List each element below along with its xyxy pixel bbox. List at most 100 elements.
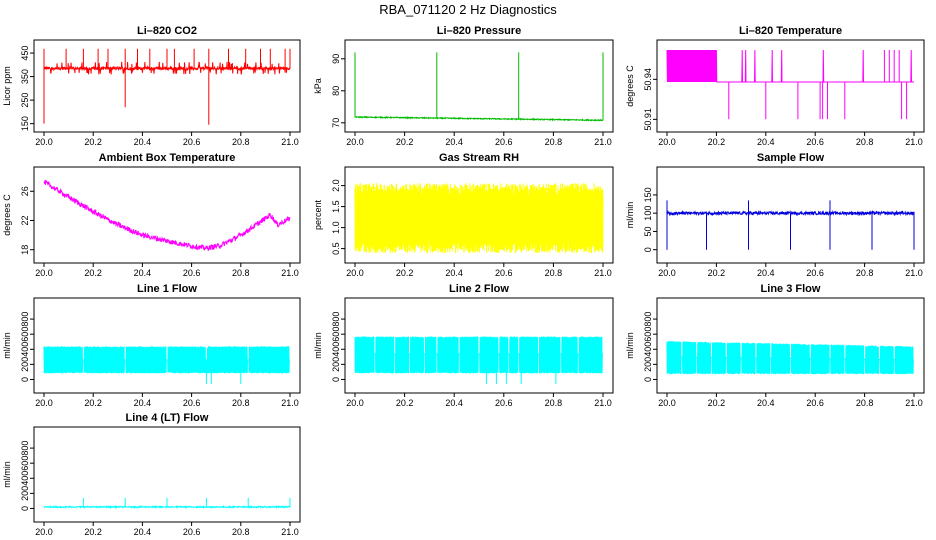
x-tick-label: 20.2 <box>708 268 726 278</box>
x-tick-label: 20.2 <box>84 527 102 537</box>
x-tick-label: 20.6 <box>495 137 513 147</box>
x-axis: 20.0 20.2 20.4 20.6 20.8 21.0 <box>35 392 299 408</box>
x-tick-label: 20.2 <box>708 398 726 408</box>
x-tick-label: 20.8 <box>545 268 563 278</box>
series-line <box>666 341 914 375</box>
panel-8: Line 2 Flow 20.0 20.2 20.4 20.6 20.8 21.0 0 2004… <box>313 283 614 408</box>
panel-title: Li–820 Temperature <box>739 25 842 37</box>
x-tick-label: 20.0 <box>35 527 53 537</box>
y-axis-label: percent <box>313 199 323 230</box>
x-tick-label: 20.0 <box>346 137 364 147</box>
y-tick-label: 50.91 <box>643 108 653 131</box>
series-line <box>354 336 603 384</box>
panel-6: Sample Flow 20.0 20.2 20.4 20.6 20.8 21.0 0 50 10… <box>625 152 925 278</box>
y-tick-label: 0 <box>331 377 341 382</box>
y-axis: 50.91 50.94 degrees C <box>625 65 658 131</box>
series-line <box>43 497 291 510</box>
x-tick-label: 20.6 <box>806 268 824 278</box>
y-tick-label: 400 <box>20 342 30 357</box>
x-tick-label: 20.8 <box>232 527 250 537</box>
panel-title: Line 4 (LT) Flow <box>126 412 209 424</box>
x-tick-label: 20.2 <box>708 137 726 147</box>
y-tick-label: 400 <box>20 471 30 486</box>
x-tick-label: 20.0 <box>658 137 676 147</box>
y-axis-label: degrees C <box>625 65 635 107</box>
y-tick-label: 50 <box>643 226 653 236</box>
panel-title: Line 2 Flow <box>449 283 509 295</box>
x-axis: 20.0 20.2 20.4 20.6 20.8 21.0 <box>346 392 612 408</box>
y-tick-label: 350 <box>20 69 30 84</box>
series-line <box>43 346 290 384</box>
x-tick-label: 20.4 <box>757 398 775 408</box>
panel-title: Ambient Box Temperature <box>99 152 236 164</box>
x-tick-label: 20.2 <box>84 137 102 147</box>
y-tick-label: 2.0 <box>331 179 341 192</box>
x-axis: 20.0 20.2 20.4 20.6 20.8 21.0 <box>35 521 299 537</box>
y-tick-label: 22 <box>20 215 30 225</box>
x-tick-label: 20.4 <box>134 268 152 278</box>
series-line <box>43 179 291 251</box>
panel-5: Gas Stream RH 20.0 20.2 20.4 20.6 20.8 21.0 0.5… <box>313 152 614 278</box>
y-tick-label: 600 <box>331 327 341 342</box>
y-tick-label: 600 <box>20 327 30 342</box>
x-tick-label: 20.4 <box>134 398 152 408</box>
x-tick-label: 20.4 <box>445 137 463 147</box>
x-tick-label: 20.2 <box>396 398 414 408</box>
panel-title: Sample Flow <box>757 152 825 164</box>
y-tick-label: 70 <box>331 118 341 128</box>
y-axis-label: ml/min <box>2 332 12 359</box>
plot-frame <box>33 166 301 264</box>
plot-frame <box>33 297 301 394</box>
y-tick-label: 0 <box>20 377 30 382</box>
y-tick-label: 250 <box>20 93 30 108</box>
x-tick-label: 20.4 <box>445 398 463 408</box>
y-tick-label: 800 <box>20 312 30 327</box>
y-tick-label: 90 <box>331 54 341 64</box>
y-tick-label: 800 <box>331 312 341 327</box>
x-tick-label: 20.6 <box>806 398 824 408</box>
y-tick-label: 600 <box>20 456 30 471</box>
x-tick-label: 20.0 <box>658 398 676 408</box>
x-tick-label: 20.6 <box>495 268 513 278</box>
x-tick-label: 21.0 <box>594 398 612 408</box>
x-tick-label: 20.8 <box>232 268 250 278</box>
y-tick-label: 100 <box>643 206 653 221</box>
x-tick-label: 20.0 <box>35 137 53 147</box>
x-axis: 20.0 20.2 20.4 20.6 20.8 21.0 <box>658 131 923 147</box>
panel-10: Line 4 (LT) Flow 20.0 20.2 20.4 20.6 20.8 21.0… <box>2 412 301 537</box>
x-tick-label: 20.2 <box>396 268 414 278</box>
x-tick-label: 20.0 <box>35 268 53 278</box>
y-tick-label: 0 <box>20 506 30 511</box>
x-tick-label: 21.0 <box>594 268 612 278</box>
x-tick-label: 21.0 <box>905 398 923 408</box>
x-tick-label: 20.8 <box>545 398 563 408</box>
y-tick-label: 800 <box>643 312 653 327</box>
y-axis: 70 80 90 kPa <box>313 54 346 128</box>
y-tick-label: 0 <box>643 247 653 252</box>
y-tick-label: 200 <box>20 486 30 501</box>
y-tick-label: 150 <box>20 116 30 131</box>
x-tick-label: 20.4 <box>134 137 152 147</box>
y-tick-label: 200 <box>20 357 30 372</box>
y-tick-label: 18 <box>20 245 30 255</box>
y-tick-label: 0 <box>643 377 653 382</box>
x-axis: 20.0 20.2 20.4 20.6 20.8 21.0 <box>35 262 299 278</box>
panel-title: Li–820 CO2 <box>137 25 197 37</box>
x-tick-label: 20.8 <box>232 398 250 408</box>
y-axis: 0.5 1.0 1.5 2.0 percent <box>313 179 346 255</box>
y-tick-label: 150 <box>643 187 653 202</box>
figure-title: RBA_071120 2 Hz Diagnostics <box>379 2 557 17</box>
x-tick-label: 20.4 <box>445 268 463 278</box>
y-tick-label: 50.94 <box>643 68 653 91</box>
panel-title: Line 1 Flow <box>137 283 197 295</box>
panel-title: Gas Stream RH <box>439 152 519 164</box>
y-tick-label: 200 <box>643 357 653 372</box>
x-tick-label: 20.0 <box>346 268 364 278</box>
x-axis: 20.0 20.2 20.4 20.6 20.8 21.0 <box>35 131 299 147</box>
x-tick-label: 20.6 <box>183 398 201 408</box>
x-tick-label: 20.6 <box>183 527 201 537</box>
